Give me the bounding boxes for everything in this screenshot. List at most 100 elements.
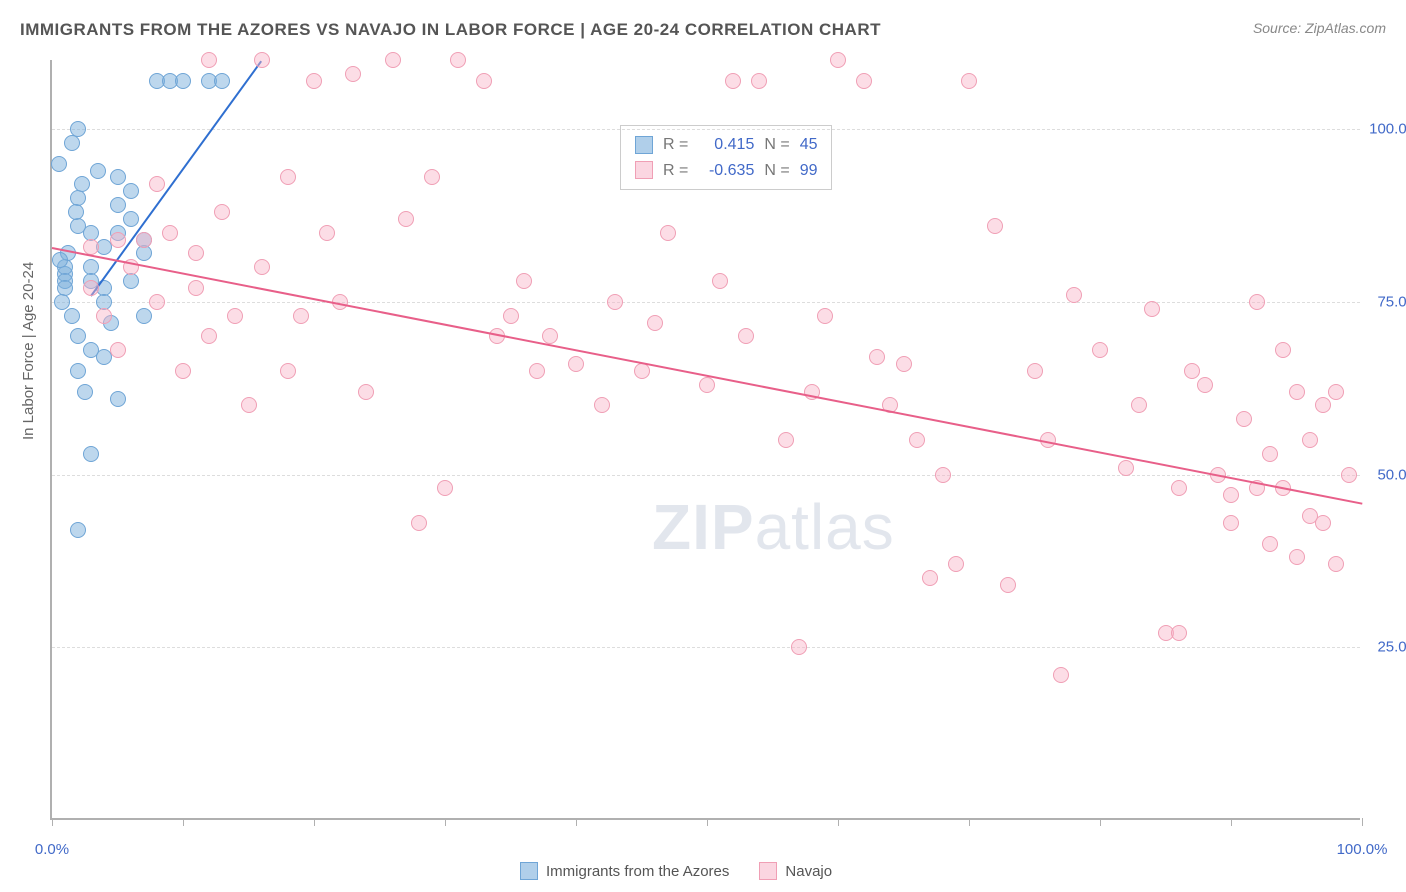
data-point-navajo: [856, 73, 872, 89]
data-point-navajo: [96, 308, 112, 324]
data-point-navajo: [725, 73, 741, 89]
data-point-navajo: [1302, 432, 1318, 448]
data-point-azores: [64, 308, 80, 324]
data-point-navajo: [1262, 446, 1278, 462]
data-point-navajo: [594, 397, 610, 413]
data-point-navajo: [83, 239, 99, 255]
data-point-azores: [70, 121, 86, 137]
data-point-navajo: [201, 52, 217, 68]
y-tick-label: 25.0%: [1377, 639, 1406, 656]
data-point-navajo: [1328, 556, 1344, 572]
series-legend: Immigrants from the Azores Navajo: [520, 862, 832, 880]
data-point-navajo: [1289, 384, 1305, 400]
x-tick: [576, 818, 577, 826]
legend-row-navajo: R = -0.635 N = 99: [635, 158, 817, 184]
data-point-azores: [123, 211, 139, 227]
x-tick-label: 0.0%: [35, 841, 69, 858]
gridline: [52, 129, 1360, 130]
data-point-navajo: [1275, 342, 1291, 358]
x-tick: [838, 818, 839, 826]
x-tick: [1231, 818, 1232, 826]
data-point-azores: [90, 163, 106, 179]
data-point-navajo: [110, 232, 126, 248]
swatch-pink-icon: [635, 161, 653, 179]
data-point-navajo: [254, 52, 270, 68]
data-point-navajo: [660, 225, 676, 241]
data-point-navajo: [201, 328, 217, 344]
data-point-navajo: [1027, 363, 1043, 379]
data-point-navajo: [280, 169, 296, 185]
data-point-navajo: [830, 52, 846, 68]
x-tick: [1362, 818, 1363, 826]
data-point-navajo: [778, 432, 794, 448]
data-point-navajo: [542, 328, 558, 344]
data-point-navajo: [712, 273, 728, 289]
legend-item-azores: Immigrants from the Azores: [520, 862, 729, 880]
data-point-navajo: [241, 397, 257, 413]
data-point-navajo: [175, 363, 191, 379]
data-point-navajo: [961, 73, 977, 89]
data-point-azores: [70, 522, 86, 538]
data-point-azores: [52, 252, 68, 268]
legend-item-navajo: Navajo: [759, 862, 832, 880]
data-point-navajo: [529, 363, 545, 379]
data-point-navajo: [896, 356, 912, 372]
legend-row-azores: R = 0.415 N = 45: [635, 132, 817, 158]
correlation-legend: R = 0.415 N = 45 R = -0.635 N = 99: [620, 125, 832, 190]
data-point-navajo: [254, 259, 270, 275]
gridline: [52, 475, 1360, 476]
data-point-navajo: [1249, 294, 1265, 310]
data-point-azores: [136, 308, 152, 324]
swatch-blue-icon: [635, 136, 653, 154]
y-axis-label: In Labor Force | Age 20-24: [20, 262, 37, 440]
data-point-navajo: [516, 273, 532, 289]
data-point-azores: [175, 73, 191, 89]
data-point-navajo: [699, 377, 715, 393]
data-point-navajo: [1315, 515, 1331, 531]
data-point-azores: [70, 363, 86, 379]
data-point-navajo: [647, 315, 663, 331]
data-point-navajo: [188, 245, 204, 261]
data-point-azores: [83, 446, 99, 462]
data-point-navajo: [411, 515, 427, 531]
data-point-azores: [68, 204, 84, 220]
data-point-azores: [83, 342, 99, 358]
data-point-navajo: [1184, 363, 1200, 379]
data-point-navajo: [214, 204, 230, 220]
data-point-navajo: [869, 349, 885, 365]
x-tick: [52, 818, 53, 826]
swatch-blue-icon: [520, 862, 538, 880]
data-point-navajo: [1066, 287, 1082, 303]
data-point-azores: [110, 391, 126, 407]
data-point-navajo: [188, 280, 204, 296]
data-point-navajo: [136, 232, 152, 248]
data-point-navajo: [280, 363, 296, 379]
gridline: [52, 647, 1360, 648]
data-point-navajo: [83, 280, 99, 296]
y-tick-label: 75.0%: [1377, 293, 1406, 310]
data-point-azores: [54, 294, 70, 310]
data-point-navajo: [306, 73, 322, 89]
data-point-navajo: [935, 467, 951, 483]
data-point-navajo: [227, 308, 243, 324]
plot-area: ZIPatlas R = 0.415 N = 45 R = -0.635 N =…: [50, 60, 1360, 820]
data-point-navajo: [1131, 397, 1147, 413]
data-point-navajo: [1223, 487, 1239, 503]
x-tick: [314, 818, 315, 826]
x-tick: [969, 818, 970, 826]
data-point-navajo: [607, 294, 623, 310]
data-point-navajo: [1092, 342, 1108, 358]
data-point-navajo: [1000, 577, 1016, 593]
y-tick-label: 50.0%: [1377, 466, 1406, 483]
data-point-navajo: [1171, 625, 1187, 641]
data-point-azores: [64, 135, 80, 151]
swatch-pink-icon: [759, 862, 777, 880]
data-point-navajo: [948, 556, 964, 572]
data-point-azores: [123, 273, 139, 289]
data-point-navajo: [909, 432, 925, 448]
data-point-navajo: [1262, 536, 1278, 552]
data-point-azores: [110, 169, 126, 185]
watermark-logo: ZIPatlas: [652, 490, 895, 564]
data-point-navajo: [738, 328, 754, 344]
data-point-navajo: [162, 225, 178, 241]
